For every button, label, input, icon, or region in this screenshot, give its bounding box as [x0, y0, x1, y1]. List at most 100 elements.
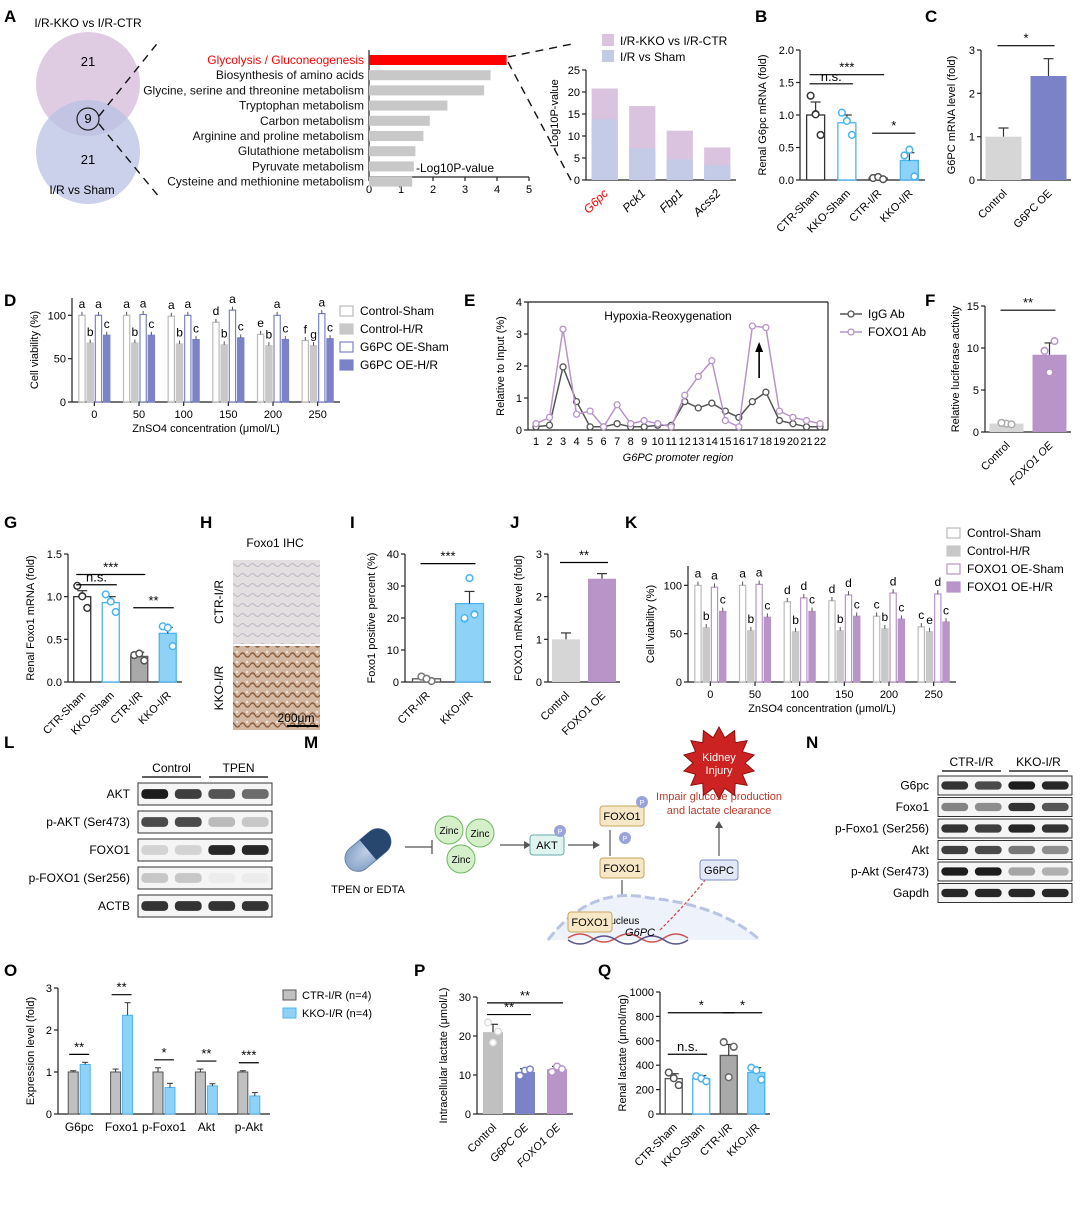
- bar: [872, 615, 881, 683]
- pathway-bar: [369, 85, 485, 96]
- igg-point: [762, 388, 770, 396]
- pathway-link-line-top: [507, 43, 573, 58]
- panel-letter-n: N: [806, 733, 818, 752]
- data-point: [106, 597, 115, 606]
- blot-band: [974, 781, 1002, 790]
- y-axis-label: Renal G6pc mRNA (fold): [757, 54, 769, 175]
- gene-bar-ir: [629, 148, 656, 180]
- bar: [79, 1063, 91, 1115]
- bar: [131, 342, 139, 403]
- panel-letter-c: C: [925, 7, 937, 26]
- data-point: [1007, 420, 1016, 429]
- blot-band: [174, 789, 202, 799]
- group-letter: b: [176, 326, 183, 340]
- bar: [167, 315, 176, 403]
- legend-swatch: [946, 527, 961, 539]
- y-tick-label: 4: [516, 297, 522, 309]
- igg-point: [708, 399, 716, 407]
- blot-band: [241, 845, 269, 855]
- foxo1-point: [613, 401, 621, 409]
- chart-q: 02004006008001000CTR-ShamKKO-ShamCTR-I/R…: [617, 987, 770, 1169]
- bar: [515, 1071, 535, 1114]
- g6pc-label: G6PC: [704, 865, 734, 877]
- legend-label: FOXO1 Ab: [868, 325, 926, 339]
- venn-overlap-ring: [76, 107, 100, 131]
- gene-label: G6PC: [625, 927, 655, 939]
- igg-point: [775, 416, 784, 425]
- group-letter: c: [720, 593, 726, 607]
- group-letter: a: [274, 297, 281, 311]
- venn-diagram: I/R-KKO vs I/R-CTR 21 9 21 I/R vs Sham: [34, 16, 142, 204]
- foxo1-label-3: FOXO1: [571, 917, 608, 929]
- bar: [800, 597, 808, 683]
- bar: [139, 313, 147, 403]
- data-point: [847, 130, 856, 139]
- foxo1-point: [748, 322, 757, 330]
- blot-band: [941, 867, 969, 876]
- bar: [158, 632, 177, 683]
- blot-band: [1041, 781, 1069, 790]
- y-tick-label: 1.5: [47, 549, 62, 561]
- data-point: [163, 623, 172, 632]
- y-tick-label: 15: [568, 109, 580, 121]
- blot-group-label: TPEN: [222, 761, 254, 775]
- bar: [184, 314, 192, 403]
- x-tick-label: 9: [641, 436, 647, 448]
- bar: [301, 339, 310, 403]
- y-tick-label: 0: [574, 175, 580, 187]
- chart-o: 0 1 2 3 Expression level (fold) ** G6pc ** Foxo1…: [25, 980, 372, 1134]
- x-tick-label: CTR-I/R: [396, 690, 433, 727]
- panel-letter-g: G: [4, 513, 17, 532]
- bar: [236, 337, 245, 403]
- foxo1-point: [559, 325, 567, 333]
- group-letter: a: [123, 297, 130, 311]
- y-axis-label: FOXO1 mRNA level (fold): [513, 555, 525, 681]
- x-tick-label: p-Akt: [235, 1120, 264, 1134]
- blot-strip: [937, 797, 1073, 817]
- y-tick-label: 2.0: [779, 45, 794, 57]
- blot-row-label: p-AKT (Ser473): [46, 815, 130, 829]
- y-tick-label: 1: [536, 634, 542, 646]
- igg-point: [586, 423, 594, 431]
- y-tick-label: 10: [967, 343, 979, 355]
- pathway-bar: [369, 146, 416, 157]
- y-tick-label: 0: [536, 677, 542, 689]
- group-letter: b: [837, 612, 844, 626]
- bar: [1030, 76, 1067, 180]
- y-tick-label: 10: [459, 1070, 471, 1082]
- x-tick-label: 4: [574, 436, 580, 448]
- significance-label: ***: [440, 549, 455, 564]
- group-letter: c: [898, 600, 904, 614]
- foxo1-point: [654, 420, 662, 428]
- blot-band: [941, 888, 969, 898]
- x-tick-label: 5: [587, 436, 593, 448]
- x-tick-label: 50: [133, 409, 145, 421]
- y-axis-label: G6PC mRNA level (fold): [946, 56, 958, 175]
- bar: [326, 338, 334, 403]
- bar: [206, 1085, 218, 1115]
- x-tick-label: 6: [601, 436, 607, 448]
- pathway-label: Glycine, serine and threonine metabolism: [143, 83, 364, 97]
- legend-label: Control-Sham: [967, 526, 1041, 540]
- x-tick-label: 7: [614, 436, 620, 448]
- pathway-label: Tryptophan metabolism: [239, 99, 364, 113]
- foxo1-point: [789, 413, 797, 422]
- nucleus-label: nucleus: [605, 916, 639, 927]
- bar: [94, 314, 103, 403]
- data-point: [674, 1081, 683, 1090]
- y-tick-label: 200: [636, 1085, 654, 1097]
- bar: [747, 630, 755, 683]
- y-tick-label: 1.5: [779, 78, 794, 90]
- foxo1-point: [532, 420, 540, 428]
- phospho-label: P: [558, 829, 563, 836]
- blot-row-label: ACTB: [98, 899, 130, 913]
- blot-band: [208, 817, 236, 827]
- significance-label: **: [520, 988, 530, 1003]
- bar: [67, 1071, 79, 1115]
- group-letter: b: [132, 325, 139, 339]
- group-letter: a: [229, 292, 236, 306]
- data-point: [1050, 337, 1059, 346]
- data-point: [78, 592, 87, 601]
- bar: [755, 583, 763, 683]
